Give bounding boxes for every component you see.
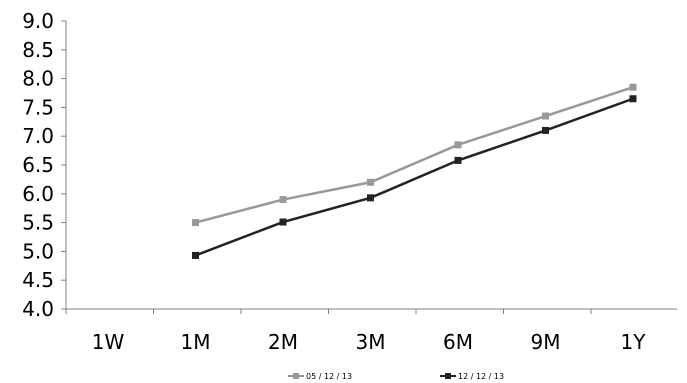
y-tick-label: 9.0 [22,9,54,33]
y-tick-label: 5.5 [22,211,54,235]
y-tick-label: 8.5 [22,38,54,62]
legend-label: 12 / 12 / 13 [458,372,504,381]
series-1-point [192,219,199,227]
series-layer [192,83,637,259]
legend-swatch-marker [445,373,451,379]
series-2-point [454,156,462,164]
series-2-point [367,194,374,202]
series-2-point [192,251,199,259]
series-2-point [542,126,549,134]
legend: 05 / 12 / 13 12 / 12 / 13 [288,372,504,381]
x-tick-label: 6M [443,330,473,354]
series-2-point [629,95,637,103]
x-tick-label: 2M [268,330,298,354]
y-tick-label: 4.0 [22,297,54,321]
x-tick-label: 1M [181,330,211,354]
series-line-1 [195,86,634,224]
y-tick-label: 8.0 [22,67,54,91]
legend-swatch-marker [293,373,299,379]
y-tick-label: 6.0 [22,182,54,206]
y-tick-label: 7.0 [22,124,54,148]
y-tick-label: 6.5 [22,153,54,177]
legend-label: 05 / 12 / 13 [306,372,352,381]
series-line-2 [195,97,634,257]
x-tick-label: 1W [92,330,125,354]
x-axis-ticks: 1W 1M 2M 3M 6M 9M 1Y [65,309,647,354]
y-tick-label: 7.5 [22,95,54,119]
series-1-point [629,83,637,91]
series-1-point [454,141,462,149]
series-1-point [279,196,287,204]
x-tick-label: 3M [356,330,386,354]
x-tick-label: 1Y [621,330,647,354]
y-tick-label: 4.5 [22,268,54,292]
series-1-point [367,178,374,186]
y-axis-ticks: 4.0 4.5 5.0 5.5 6.0 6.5 7.0 7.5 8.0 8.5 9.0 [22,9,66,321]
x-tick-label: 9M [531,330,561,354]
series-2-point [279,218,287,226]
series-1-point [542,112,549,120]
y-tick-label: 5.0 [22,239,54,263]
